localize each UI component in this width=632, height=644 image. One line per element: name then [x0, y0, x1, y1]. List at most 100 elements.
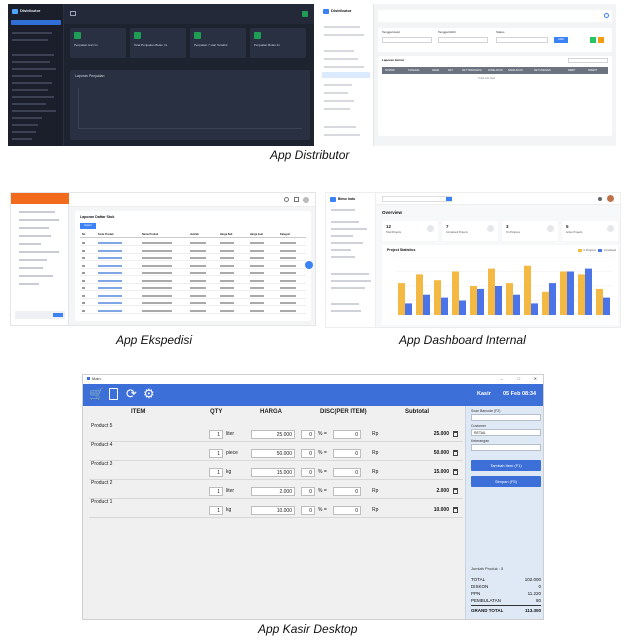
sidebar-item[interactable] — [324, 34, 364, 36]
product-code-link[interactable] — [98, 272, 122, 274]
discount-amount-input[interactable]: 0 — [333, 487, 361, 496]
sidebar-item[interactable] — [331, 209, 355, 211]
price-input[interactable]: 10.000 — [251, 506, 295, 515]
sidebar-item[interactable] — [12, 39, 48, 41]
discount-percent-input[interactable]: 0 — [301, 449, 315, 458]
sidebar-item[interactable] — [12, 96, 54, 98]
product-code-link[interactable] — [98, 294, 122, 297]
minimize-button[interactable]: – — [500, 376, 503, 381]
gear-icon[interactable]: ⚙ — [143, 386, 155, 401]
sidebar-item[interactable] — [324, 66, 364, 68]
settings-fab[interactable] — [305, 261, 313, 269]
export-icon[interactable] — [590, 37, 596, 43]
search-button[interactable]: CARI — [554, 37, 568, 43]
discount-amount-input[interactable]: 0 — [333, 430, 361, 439]
search-bar[interactable] — [378, 10, 612, 22]
sidebar-item[interactable] — [324, 108, 350, 110]
maximize-button[interactable]: □ — [517, 376, 520, 381]
trash-icon[interactable] — [453, 450, 458, 456]
print-icon[interactable] — [598, 37, 604, 43]
save-button[interactable]: Simpan (F5) — [471, 476, 541, 487]
qty-input[interactable]: 1 — [209, 449, 223, 458]
refresh-icon[interactable]: ⟳ — [126, 386, 137, 401]
status-select[interactable] — [496, 37, 548, 43]
price-input[interactable]: 2.000 — [251, 487, 295, 496]
sidebar-item[interactable] — [19, 275, 53, 277]
topup-button[interactable] — [53, 313, 63, 317]
discount-amount-input[interactable]: 0 — [333, 449, 361, 458]
product-code-link[interactable] — [98, 249, 122, 252]
discount-percent-input[interactable]: 0 — [301, 430, 315, 439]
sidebar-item-active[interactable] — [11, 20, 61, 25]
close-button[interactable]: ✕ — [533, 376, 537, 381]
sidebar-item-active[interactable] — [322, 72, 370, 78]
sidebar-item[interactable] — [331, 228, 367, 230]
product-code-link[interactable] — [98, 279, 122, 282]
search-input[interactable] — [382, 196, 452, 202]
end-date-input[interactable] — [438, 37, 488, 43]
discount-percent-input[interactable]: 0 — [301, 487, 315, 496]
sidebar-item[interactable] — [12, 75, 42, 77]
phone-icon[interactable] — [284, 197, 289, 202]
product-code-link[interactable] — [98, 264, 122, 267]
search-button[interactable] — [446, 197, 452, 201]
avatar[interactable] — [607, 195, 614, 202]
sidebar-item[interactable] — [331, 280, 371, 282]
trash-icon[interactable] — [453, 431, 458, 437]
sidebar-item[interactable] — [331, 287, 365, 289]
sidebar-item[interactable] — [19, 235, 51, 237]
product-code-link[interactable] — [98, 302, 122, 304]
sidebar-item[interactable] — [324, 100, 354, 102]
price-input[interactable]: 25.000 — [251, 430, 295, 439]
qty-input[interactable]: 1 — [209, 487, 223, 496]
qty-input[interactable]: 1 — [209, 506, 223, 515]
sidebar-item[interactable] — [331, 242, 363, 244]
product-code-link[interactable] — [98, 287, 122, 289]
sidebar-item[interactable] — [12, 54, 54, 56]
qty-input[interactable]: 1 — [209, 430, 223, 439]
sidebar-item[interactable] — [12, 82, 52, 84]
sidebar-item[interactable] — [12, 68, 56, 70]
sidebar-item[interactable] — [331, 221, 359, 223]
sidebar-item[interactable] — [19, 219, 59, 221]
sidebar-item[interactable] — [324, 134, 360, 136]
sidebar-item[interactable] — [12, 138, 32, 140]
sidebar-item[interactable] — [331, 256, 355, 258]
sidebar-item[interactable] — [19, 251, 59, 253]
sidebar-item[interactable] — [331, 303, 359, 305]
cart-icon[interactable]: 🛒 — [89, 387, 104, 401]
sidebar-item[interactable] — [324, 58, 358, 60]
start-date-input[interactable] — [382, 37, 432, 43]
settings-icon[interactable] — [598, 197, 602, 201]
sidebar-item[interactable] — [12, 32, 52, 34]
note-input[interactable] — [471, 444, 541, 451]
sidebar-item[interactable] — [19, 227, 49, 229]
clipboard-icon[interactable] — [109, 388, 118, 400]
fullscreen-icon[interactable] — [294, 197, 299, 202]
sidebar-item[interactable] — [12, 89, 48, 91]
sidebar-item[interactable] — [19, 267, 43, 269]
sidebar-item[interactable] — [12, 61, 50, 63]
trash-icon[interactable] — [453, 469, 458, 475]
barcode-input[interactable] — [471, 414, 541, 421]
sidebar-item[interactable] — [324, 92, 348, 94]
sidebar-item[interactable] — [12, 124, 38, 126]
sidebar-item[interactable] — [19, 283, 39, 285]
trash-icon[interactable] — [453, 507, 458, 513]
discount-amount-input[interactable]: 0 — [333, 468, 361, 477]
sidebar-item[interactable] — [324, 50, 354, 52]
product-code-link[interactable] — [98, 257, 122, 259]
sidebar-item[interactable] — [19, 243, 41, 245]
export-button[interactable]: Export — [80, 223, 96, 229]
sidebar-item[interactable] — [331, 273, 369, 275]
user-icon[interactable] — [302, 11, 308, 17]
sidebar-item[interactable] — [19, 211, 55, 213]
search-icon[interactable] — [604, 13, 609, 18]
product-code-link[interactable] — [98, 309, 122, 312]
table-search-input[interactable] — [568, 58, 608, 63]
sidebar-item[interactable] — [324, 126, 356, 128]
sidebar-item[interactable] — [12, 117, 42, 119]
price-input[interactable]: 50.000 — [251, 449, 295, 458]
sidebar-item[interactable] — [324, 84, 352, 86]
sidebar-item[interactable] — [12, 131, 36, 133]
